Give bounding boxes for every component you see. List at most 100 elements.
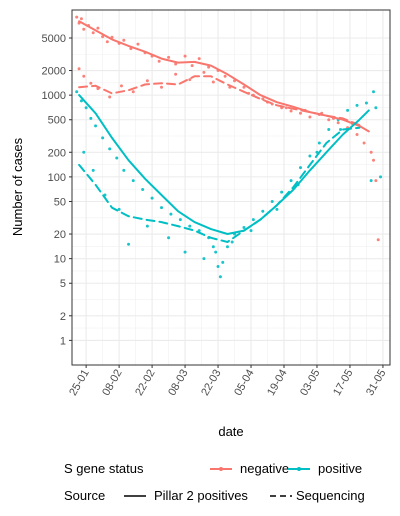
point-positive (117, 207, 121, 211)
point-positive (167, 236, 171, 240)
panel-border (71, 9, 391, 366)
point-positive (280, 190, 284, 194)
lines-layer (78, 20, 370, 243)
point-positive (211, 245, 215, 249)
point-positive (91, 168, 95, 172)
point-positive (145, 224, 149, 228)
panel-background (72, 10, 390, 365)
point-negative (188, 78, 192, 82)
point-positive (169, 212, 173, 216)
point-positive (379, 175, 383, 179)
point-positive (339, 127, 343, 131)
legend-s-gene-title: S gene status (64, 461, 144, 476)
point-positive (270, 199, 274, 203)
legend-label-positive: positive (318, 461, 362, 476)
point-negative (223, 74, 227, 78)
y-tick-label: 100 (48, 172, 66, 184)
point-negative (369, 150, 373, 154)
x-tick-label: 22-02 (133, 368, 157, 398)
point-negative (327, 118, 331, 122)
point-positive (372, 90, 376, 94)
point-positive (101, 136, 105, 140)
y-tick-label: 5 (60, 278, 66, 290)
legend-label-sequencing: Sequencing (296, 488, 365, 503)
x-tick-label: 25-01 (67, 368, 91, 398)
point-positive (108, 147, 112, 151)
point-negative (190, 64, 194, 68)
point-positive (225, 245, 229, 249)
x-tick-label: 05-04 (232, 368, 256, 398)
point-positive (374, 106, 378, 110)
legend-key-positive (288, 467, 310, 471)
point-negative (336, 121, 340, 125)
point-positive (79, 99, 83, 103)
y-axis-title: Number of cases (10, 137, 25, 236)
point-positive (202, 257, 206, 261)
legend-source: Source Pillar 2 positives Sequencing (64, 488, 365, 503)
point-negative (136, 42, 140, 46)
point-negative (91, 31, 95, 35)
point-negative (372, 158, 376, 162)
point-positive (251, 218, 255, 222)
legend-label-pillar2: Pillar 2 positives (154, 488, 248, 503)
point-positive (275, 207, 279, 211)
point-negative (105, 40, 109, 44)
x-tick-label: 08-03 (166, 368, 190, 398)
point-negative (75, 15, 79, 19)
points-layer (75, 15, 383, 279)
point-negative (96, 26, 100, 30)
point-positive (183, 250, 187, 254)
grid-minor (72, 10, 390, 365)
line-negative-sequencing (78, 75, 361, 127)
point-negative (207, 65, 211, 69)
point-positive (188, 224, 192, 228)
legend-source-title: Source (64, 488, 105, 503)
point-negative (82, 27, 86, 31)
point-negative (376, 238, 380, 242)
y-tick-label: 20 (54, 229, 66, 241)
y-tick-label: 1000 (42, 90, 66, 102)
point-positive (75, 90, 79, 94)
point-negative (202, 70, 206, 74)
point-positive (84, 106, 88, 110)
point-negative (298, 111, 302, 115)
point-positive (141, 188, 145, 192)
point-negative (242, 85, 246, 89)
point-positive (178, 218, 182, 222)
y-axis: 1 2 5 10 20 50 100 200 500 1000 2000 5000 (42, 33, 72, 347)
point-negative (374, 179, 378, 183)
point-positive (249, 229, 253, 233)
point-negative (119, 84, 123, 88)
y-tick-label: 5000 (42, 33, 66, 45)
point-positive (364, 101, 368, 105)
x-tick-label: 17-05 (331, 368, 355, 398)
point-positive (221, 260, 225, 264)
point-negative (82, 74, 86, 78)
point-negative (174, 72, 178, 76)
point-positive (298, 166, 302, 170)
point-negative (197, 57, 201, 61)
y-tick-label: 200 (48, 147, 66, 159)
point-positive (214, 250, 218, 254)
point-positive (160, 206, 164, 210)
point-negative (362, 141, 366, 145)
point-positive (89, 116, 93, 120)
point-negative (145, 79, 149, 83)
point-positive (216, 265, 220, 269)
point-negative (308, 115, 312, 119)
point-positive (346, 108, 350, 112)
point-negative (183, 54, 187, 58)
point-positive (115, 156, 119, 160)
y-tick-label: 1 (60, 335, 66, 347)
point-negative (89, 81, 93, 85)
point-positive (150, 196, 154, 200)
point-positive (355, 103, 359, 107)
y-tick-label: 50 (54, 196, 66, 208)
x-axis: 25-01 08-02 22-02 08-03 22-03 05-04 19-04 03-05… (67, 365, 389, 398)
legend-label-negative: negative (240, 461, 289, 476)
point-positive (317, 141, 321, 145)
point-negative (174, 62, 178, 66)
point-negative (211, 80, 215, 84)
x-axis-title: date (218, 424, 243, 439)
point-positive (369, 179, 373, 183)
